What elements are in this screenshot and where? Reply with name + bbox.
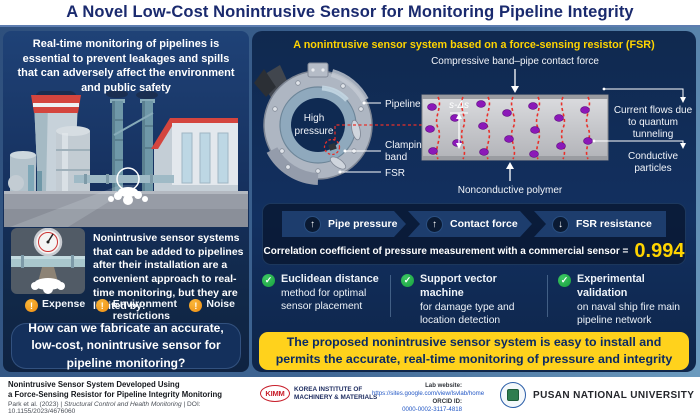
citation-separator: |: [183, 401, 186, 409]
check-svm: ✓ Support vector machine for damage type …: [401, 273, 537, 327]
warning-icon: !: [95, 299, 109, 312]
limitation-noise: ! Noise: [189, 298, 235, 322]
flow-step-fsr-resistance: ↓ FSR resistance: [534, 211, 666, 237]
high-pressure-label: pressure: [295, 126, 334, 137]
orcid-label: ORCID ID:: [432, 397, 462, 405]
flow-step-contact-force: ↑ Contact force: [408, 211, 532, 237]
arrow-up-icon: ↑: [426, 216, 443, 233]
fsr-microstructure: s-Δs: [421, 94, 609, 161]
fsr-label: FSR: [385, 168, 405, 179]
high-pressure-label: High: [304, 113, 325, 124]
arrow-down-icon: ↓: [552, 215, 569, 233]
orcid-link[interactable]: 0000-0002-3117-4818: [402, 405, 462, 413]
limitations-text: Nonintrusive sensor systems that can be …: [93, 232, 244, 313]
correlation-line: Correlation coefficient of pressure meas…: [263, 241, 685, 261]
lab-website-link[interactable]: https://sites.google.com/view/lsvlab/hom…: [372, 389, 485, 397]
method-checks: ✓ Euclidean distance method for optimal s…: [262, 273, 690, 327]
flow-step-label: Pipe pressure: [328, 218, 398, 230]
up-arrow-icon: [506, 162, 514, 169]
conductive-particles-dots: [425, 100, 593, 158]
fsr-location-circle: [323, 138, 341, 156]
citation-doi: DOI: 10.1155/2023/4676060: [8, 401, 201, 413]
conclusion-box: The proposed nonintrusive sensor system …: [259, 332, 689, 370]
limitation-label: Environment restrictions: [112, 298, 177, 323]
left-panel: Real-time monitoring of pipelines is ess…: [3, 31, 249, 372]
check-title: Euclidean distance: [281, 273, 379, 285]
kimm-name-line: KOREA INSTITUTE OF: [294, 385, 363, 393]
pnu-seal-icon: [500, 382, 526, 408]
fsr-sensor-diagram: High pressure Pipeline Clamping band FSR: [254, 56, 693, 196]
kimm-logo: KIMM: [260, 385, 290, 402]
clamping-band-label: Clamping: [385, 140, 427, 151]
paper-citation: Park et al. (2023) | Structural Control …: [8, 401, 256, 413]
check-icon: ✓: [558, 274, 571, 287]
citation-separator: |: [60, 401, 63, 409]
gap-distance-label: s-Δs: [449, 100, 469, 111]
warning-icon: !: [25, 299, 38, 312]
lab-website-label: Lab website:: [425, 382, 462, 389]
pnu-branding: PUSAN NATIONAL UNIVERSITY: [500, 382, 694, 408]
lab-info: Lab website: https://sites.google.com/vi…: [372, 382, 485, 413]
kimm-name-line: MACHINERY & MATERIALS: [294, 393, 378, 401]
clamping-band-label: band: [385, 152, 407, 163]
divider: [547, 275, 548, 317]
paper-title-line: Nonintrusive Sensor System Developed Usi…: [8, 380, 180, 389]
conductive-particles-label: particles: [634, 163, 671, 174]
conductive-particles-label: Conductive: [628, 151, 678, 162]
check-desc: on naval ship fire main pipeline network: [577, 301, 681, 326]
check-icon: ✓: [262, 274, 275, 287]
flow-chevrons: ↑ Pipe pressure ↑ Contact force ↓ FSR re…: [263, 211, 685, 237]
check-desc: for damage type and location detection: [420, 301, 515, 326]
citation-journal: Structural Control and Health Monitoring: [63, 401, 182, 409]
compressive-force-label: Compressive band–pipe contact force: [431, 56, 599, 67]
fsr-zoom-leader: [334, 124, 422, 140]
sensor-system-heading: A nonintrusive sensor system based on a …: [293, 39, 655, 51]
flow-step-label: Contact force: [450, 218, 518, 230]
current-flow-label: Current flows due: [614, 105, 693, 116]
limitation-label: Noise: [206, 298, 235, 310]
arrow-up-icon: ↑: [304, 216, 321, 233]
paper-reference: Nonintrusive Sensor System Developed Usi…: [8, 380, 256, 413]
check-title: Experimental validation: [577, 273, 645, 299]
clamp-illustration: [254, 62, 422, 185]
research-question-box: How can we fabricate an accurate, low-co…: [11, 321, 241, 370]
industrial-plant-illustration: [4, 91, 248, 227]
kimm-branding: KIMM KOREA INSTITUTE OF MACHINERY & MATE…: [260, 385, 377, 402]
limitations-list: ! Expense ! Environment restrictions ! N…: [25, 298, 235, 322]
header: A Novel Low-Cost Nonintrusive Sensor for…: [0, 0, 700, 27]
paper-title-line: a Force-Sensing Resistor for Pipeline In…: [8, 389, 223, 399]
check-euclidean: ✓ Euclidean distance method for optimal s…: [262, 273, 380, 313]
down-arrow-icon: [511, 86, 519, 93]
warning-icon: !: [189, 299, 203, 312]
limitation-expense: ! Expense: [25, 298, 85, 322]
divider: [390, 275, 391, 317]
check-title: Support vector machine: [420, 273, 497, 299]
spotlight-beam: [10, 185, 136, 227]
flow-step-pipe-pressure: ↑ Pipe pressure: [282, 211, 406, 237]
nonconductive-polymer-label: Nonconductive polymer: [458, 185, 563, 196]
pressure-flow-box: ↑ Pipe pressure ↑ Contact force ↓ FSR re…: [262, 203, 686, 265]
pipeline-label: Pipeline: [385, 99, 421, 110]
current-flow-label: tunneling: [633, 129, 674, 140]
intro-statement: Real-time monitoring of pipelines is ess…: [17, 38, 235, 94]
right-panel: A nonintrusive sensor system based on a …: [252, 31, 696, 372]
current-flow-label: to quantum: [628, 117, 678, 128]
fsr-chip: [328, 142, 337, 151]
page-title: A Novel Low-Cost Nonintrusive Sensor for…: [66, 3, 634, 21]
leaking-pipe-gauge-image: [11, 228, 85, 294]
flow-step-label: FSR resistance: [576, 218, 652, 230]
check-validation: ✓ Experimental validation on naval ship f…: [558, 273, 686, 327]
check-desc: method for optimal sensor placement: [281, 287, 367, 312]
limitation-label: Expense: [42, 298, 86, 310]
footer: Nonintrusive Sensor System Developed Usi…: [0, 377, 700, 413]
pnu-name: PUSAN NATIONAL UNIVERSITY: [533, 389, 695, 401]
check-icon: ✓: [401, 274, 414, 287]
citation-authors: Park et al. (2023): [8, 401, 59, 409]
correlation-value: 0.994: [634, 240, 685, 262]
limitation-environment: ! Environment restrictions: [95, 298, 179, 323]
correlation-text: Correlation coefficient of pressure meas…: [263, 245, 629, 257]
